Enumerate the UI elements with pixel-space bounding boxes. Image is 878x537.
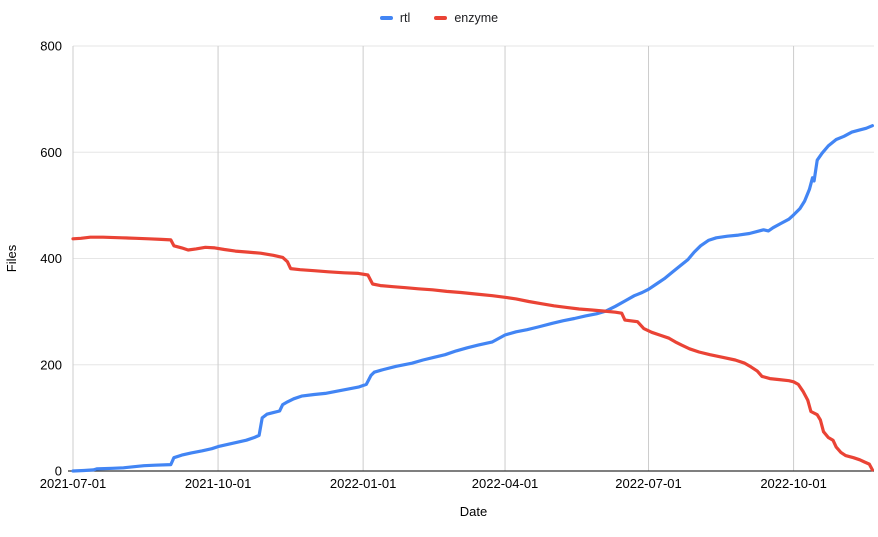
legend-item-enzyme: enzyme [434, 11, 498, 25]
y-axis-title: Files [4, 244, 19, 272]
legend-swatch-enzyme [434, 16, 448, 20]
legend-label: rtl [399, 11, 411, 25]
x-tick-label: 2021-10-01 [185, 476, 252, 491]
legend-label: enzyme [454, 11, 499, 25]
legend-item-rtl: rtl [379, 11, 411, 25]
enzyme-line [71, 235, 875, 472]
y-tick-label: 0 [55, 464, 62, 479]
x-tick-label: 2022-04-01 [472, 476, 539, 491]
y-tick-label: 200 [40, 357, 62, 372]
x-axis-title: Date [460, 504, 487, 519]
y-tick-label: 600 [40, 145, 62, 160]
rtl-line [71, 124, 875, 473]
y-tick-label: 800 [40, 39, 62, 54]
y-tick-label: 400 [40, 251, 62, 266]
legend-swatch-rtl [379, 16, 393, 20]
x-tick-label: 2022-10-01 [760, 476, 827, 491]
chart-legend: rtl enzyme [0, 11, 878, 25]
x-tick-label: 2022-01-01 [330, 476, 397, 491]
x-tick-label: 2021-07-01 [40, 476, 107, 491]
x-tick-label: 2022-07-01 [615, 476, 682, 491]
